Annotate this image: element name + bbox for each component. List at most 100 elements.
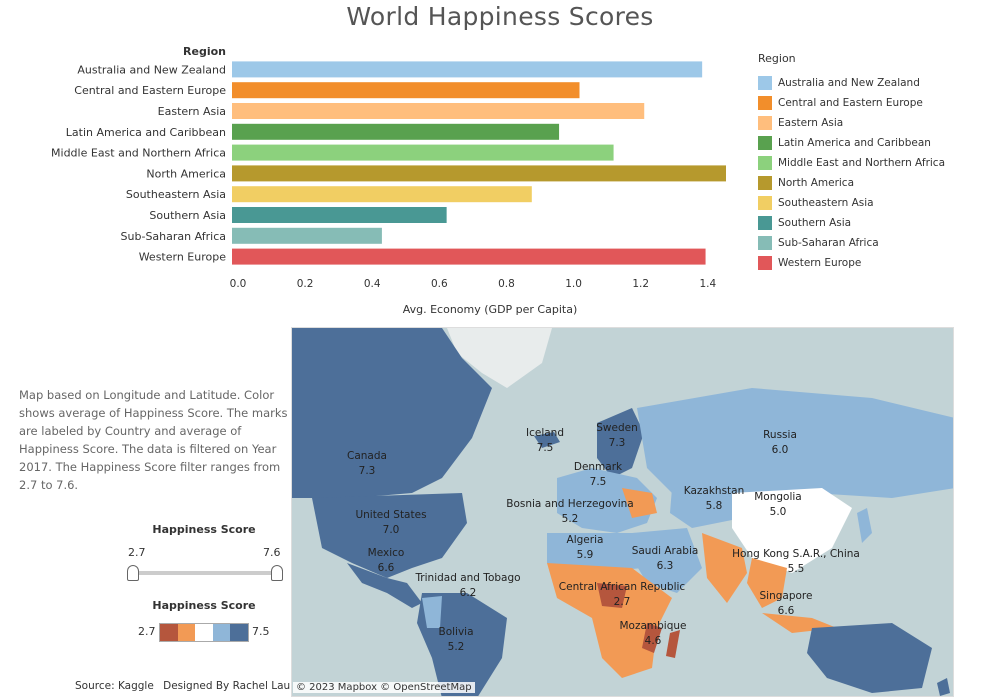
map-country-label: Hong Kong S.A.R., China: [732, 548, 860, 560]
category-label: Western Europe: [139, 251, 227, 264]
mozambique-shape[interactable]: [642, 623, 662, 653]
map-description: Map based on Longitude and Latitude. Col…: [19, 388, 288, 492]
scale-step-3: [195, 624, 213, 641]
map-country-label: Kazakhstan: [684, 485, 745, 497]
credit-text: Designed By Rachel Lau: [163, 680, 291, 692]
legend-swatch: [758, 96, 772, 110]
legend-item[interactable]: Southern Asia: [758, 213, 988, 233]
canada-shape[interactable]: [292, 328, 492, 498]
map-score-label: 7.5: [590, 476, 607, 488]
new-zealand-shape[interactable]: [937, 678, 950, 696]
kazakhstan-shape[interactable]: [670, 488, 742, 528]
legend-swatch: [758, 196, 772, 210]
scandinavia-shape[interactable]: [597, 408, 644, 478]
category-label: North America: [146, 167, 226, 180]
madagascar-shape[interactable]: [666, 630, 680, 658]
y-axis-title: Region: [183, 45, 226, 58]
slider-min-handle[interactable]: [127, 565, 139, 581]
legend-swatch: [758, 176, 772, 190]
colombia-shape[interactable]: [422, 596, 442, 628]
map-canvas[interactable]: Canada 7.3 United States 7.0 Mexico 6.6 Trinid…: [292, 328, 954, 697]
map-country-label: Mongolia: [754, 491, 802, 503]
russia-shape[interactable]: [637, 388, 954, 503]
legend-item[interactable]: Southeastern Asia: [758, 193, 988, 213]
legend-label: Western Europe: [778, 257, 862, 269]
legend-item[interactable]: North America: [758, 173, 988, 193]
legend-swatch: [758, 136, 772, 150]
bar[interactable]: [232, 186, 532, 203]
legend-item[interactable]: Eastern Asia: [758, 113, 988, 133]
southeast-asia-shape[interactable]: [747, 558, 787, 608]
bar[interactable]: [232, 207, 447, 223]
legend-item[interactable]: Central and Eastern Europe: [758, 93, 988, 113]
legend-item[interactable]: Western Europe: [758, 253, 988, 273]
map-country-label: Mexico: [368, 547, 405, 559]
legend-swatch: [758, 76, 772, 90]
middle-east-shape[interactable]: [632, 528, 702, 593]
filter-max-value: 7.6: [263, 546, 281, 559]
legend-swatch: [758, 216, 772, 230]
map-country-label: Iceland: [526, 427, 564, 439]
legend-title: Region: [758, 52, 796, 65]
usa-shape[interactable]: [312, 493, 467, 578]
scale-step-4: [212, 624, 231, 641]
map-country-label: Russia: [763, 429, 797, 441]
map-country-label: Mozambique: [619, 620, 686, 632]
happiness-filter-slider[interactable]: [133, 571, 277, 575]
map-country-label: Central African Republic: [559, 581, 686, 593]
bar[interactable]: [232, 144, 614, 161]
sub-saharan-africa-shape[interactable]: [547, 563, 672, 678]
filter-min-value: 2.7: [128, 546, 146, 559]
source-text: Source: Kaggle: [75, 680, 154, 692]
category-label: Australia and New Zealand: [77, 63, 226, 76]
x-tick-label: 0.0: [230, 278, 247, 290]
map-score-label: 7.0: [383, 524, 400, 536]
north-africa-shape[interactable]: [547, 533, 642, 573]
map-score-label: 5.0: [770, 506, 787, 518]
world-map[interactable]: Canada 7.3 United States 7.0 Mexico 6.6 Trinid…: [291, 327, 954, 697]
japan-shape[interactable]: [857, 508, 872, 543]
india-shape[interactable]: [702, 533, 747, 603]
map-score-label: 6.2: [460, 587, 477, 599]
central-african-republic-shape[interactable]: [597, 583, 627, 608]
category-label: Southeastern Asia: [126, 188, 226, 201]
map-country-label: Bolivia: [438, 626, 473, 638]
australia-shape[interactable]: [807, 623, 932, 693]
map-country-label: Sweden: [596, 422, 638, 434]
category-label: Middle East and Northern Africa: [51, 147, 226, 160]
bar[interactable]: [232, 61, 703, 78]
eastern-europe-shape[interactable]: [622, 488, 657, 518]
bar[interactable]: [232, 248, 706, 265]
bar[interactable]: [232, 227, 382, 244]
legend-swatch: [758, 156, 772, 170]
x-tick-label: 1.2: [632, 278, 649, 290]
legend-item[interactable]: Middle East and Northern Africa: [758, 153, 988, 173]
map-country-label: Bosnia and Herzegovina: [506, 498, 634, 510]
legend-item[interactable]: Sub-Saharan Africa: [758, 233, 988, 253]
legend-item[interactable]: Latin America and Caribbean: [758, 133, 988, 153]
legend-item[interactable]: Australia and New Zealand: [758, 73, 988, 93]
x-tick-label: 0.8: [498, 278, 515, 290]
map-score-label: 6.6: [778, 605, 795, 617]
map-score-label: 5.8: [706, 500, 723, 512]
bar[interactable]: [232, 103, 645, 119]
iceland-shape[interactable]: [534, 432, 560, 448]
bar[interactable]: [232, 82, 580, 99]
region-legend: Region Australia and New Zealand Central …: [758, 52, 988, 273]
x-tick-label: 0.2: [297, 278, 314, 290]
legend-label: Southern Asia: [778, 217, 852, 229]
mexico-shape[interactable]: [347, 563, 422, 608]
map-score-label: 5.5: [788, 563, 805, 575]
map-country-label: Denmark: [574, 461, 623, 473]
map-country-label: Canada: [347, 450, 387, 462]
map-country-label: United States: [355, 509, 426, 521]
china-shape[interactable]: [732, 488, 852, 573]
bar[interactable]: [232, 165, 726, 182]
bar[interactable]: [232, 123, 560, 140]
map-country-label: Saudi Arabia: [632, 545, 699, 557]
x-tick-label: 1.4: [699, 278, 716, 290]
x-tick-label: 0.6: [431, 278, 448, 290]
map-score-label: 7.3: [359, 465, 376, 477]
slider-max-handle[interactable]: [271, 565, 283, 581]
legend-label: Middle East and Northern Africa: [778, 157, 946, 169]
